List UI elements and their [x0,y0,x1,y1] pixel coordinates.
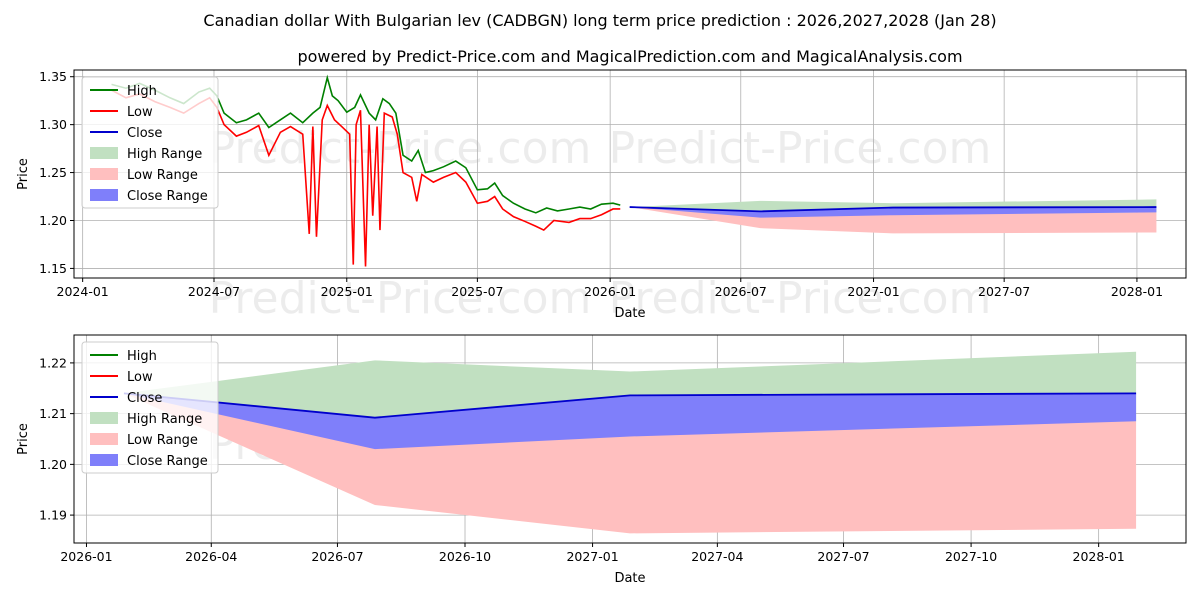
y-tick-label: 1.21 [39,406,67,421]
bottom-chart: Predict-Price.com Predict-Price.com 2026… [16,334,1187,586]
top-x-axis-label: Date [614,306,645,321]
close-range-area [123,393,1137,450]
x-tick-label: 2027-04 [691,549,743,564]
x-tick-label: 2024-01 [57,284,109,299]
legend-label: High Range [127,412,202,427]
low-line [111,89,621,267]
legend-label: Close [127,391,162,406]
chart-subtitle: powered by Predict-Price.com and Magical… [297,47,962,66]
legend-label: Low [127,370,153,385]
close-line [629,206,1157,213]
legend-label: High [127,84,157,99]
y-tick-label: 1.35 [39,69,67,84]
x-tick-label: 2028-01 [1111,284,1163,299]
legend-close-range-swatch [90,454,118,466]
legend-high-range-swatch [90,412,118,424]
x-tick-label: 2027-07 [817,549,869,564]
legend-label: Close [127,126,162,141]
legend-low-range-swatch [90,168,118,180]
watermark-group: Predict-Price.com Predict-Price.com Pred… [209,123,992,324]
close-line [123,392,1137,419]
y-tick-label: 1.20 [39,457,67,472]
top-x-axis: 2024-01 2024-07 2025-01 2025-07 2026-01 2026-… [57,278,1163,299]
top-plot-frame [73,69,1187,279]
top-range-areas [629,199,1157,234]
y-tick-label: 1.30 [39,117,67,132]
bottom-y-axis-label: Price [16,423,31,455]
bottom-legend: High Low Close High Range Low Range Close Ran… [81,341,219,474]
top-legend: High Low Close High Range Low Range Close Ran… [81,76,219,209]
x-tick-label: 2028-01 [1073,549,1125,564]
legend-label: High [127,349,157,364]
top-chart: Predict-Price.com Predict-Price.com Pred… [16,69,1187,324]
y-tick-label: 1.15 [39,261,67,276]
legend-label: High Range [127,147,202,162]
x-tick-label: 2024-07 [188,284,240,299]
watermark-text: Predict-Price.com [209,273,592,324]
bottom-range-areas [123,351,1137,534]
watermark-text: Predict-Price.com [609,123,992,174]
x-tick-label: 2026-07 [715,284,767,299]
x-tick-label: 2026-01 [584,284,636,299]
x-tick-label: 2026-10 [439,549,491,564]
legend-label: Low [127,105,153,120]
top-y-axis: 1.15 1.20 1.25 1.30 1.35 [39,69,74,276]
bottom-plot-frame [73,334,1187,544]
top-y-axis-label: Price [16,158,31,190]
bottom-x-axis: 2026-01 2026-04 2026-07 2026-10 2027-01 2027-… [60,543,1125,564]
legend-label: Low Range [127,168,198,183]
x-tick-label: 2025-01 [321,284,373,299]
y-tick-label: 1.25 [39,165,67,180]
x-tick-label: 2027-01 [566,549,618,564]
chart-title: Canadian dollar With Bulgarian lev (CADB… [203,11,996,30]
watermark-text: Predict-Price.com [609,273,992,324]
legend-low-range-swatch [90,433,118,445]
x-tick-label: 2027-07 [978,284,1030,299]
bottom-x-axis-label: Date [614,571,645,586]
x-tick-label: 2027-10 [945,549,997,564]
legend-label: Close Range [127,189,208,204]
y-tick-label: 1.22 [39,355,67,370]
bottom-y-axis: 1.19 1.20 1.21 1.22 [39,355,74,523]
y-tick-label: 1.19 [39,508,67,523]
legend-close-range-swatch [90,189,118,201]
x-tick-label: 2026-07 [311,549,363,564]
top-price-lines [111,74,1157,267]
high-line [111,74,621,214]
legend-label: Low Range [127,433,198,448]
close-range-area [629,207,1157,218]
legend-label: Close Range [127,454,208,469]
x-tick-label: 2027-01 [847,284,899,299]
x-tick-label: 2026-01 [60,549,112,564]
x-tick-label: 2026-04 [185,549,237,564]
x-tick-label: 2025-07 [451,284,503,299]
top-grid [74,70,1186,278]
y-tick-label: 1.20 [39,213,67,228]
legend-high-range-swatch [90,147,118,159]
bottom-price-lines [123,392,1137,419]
